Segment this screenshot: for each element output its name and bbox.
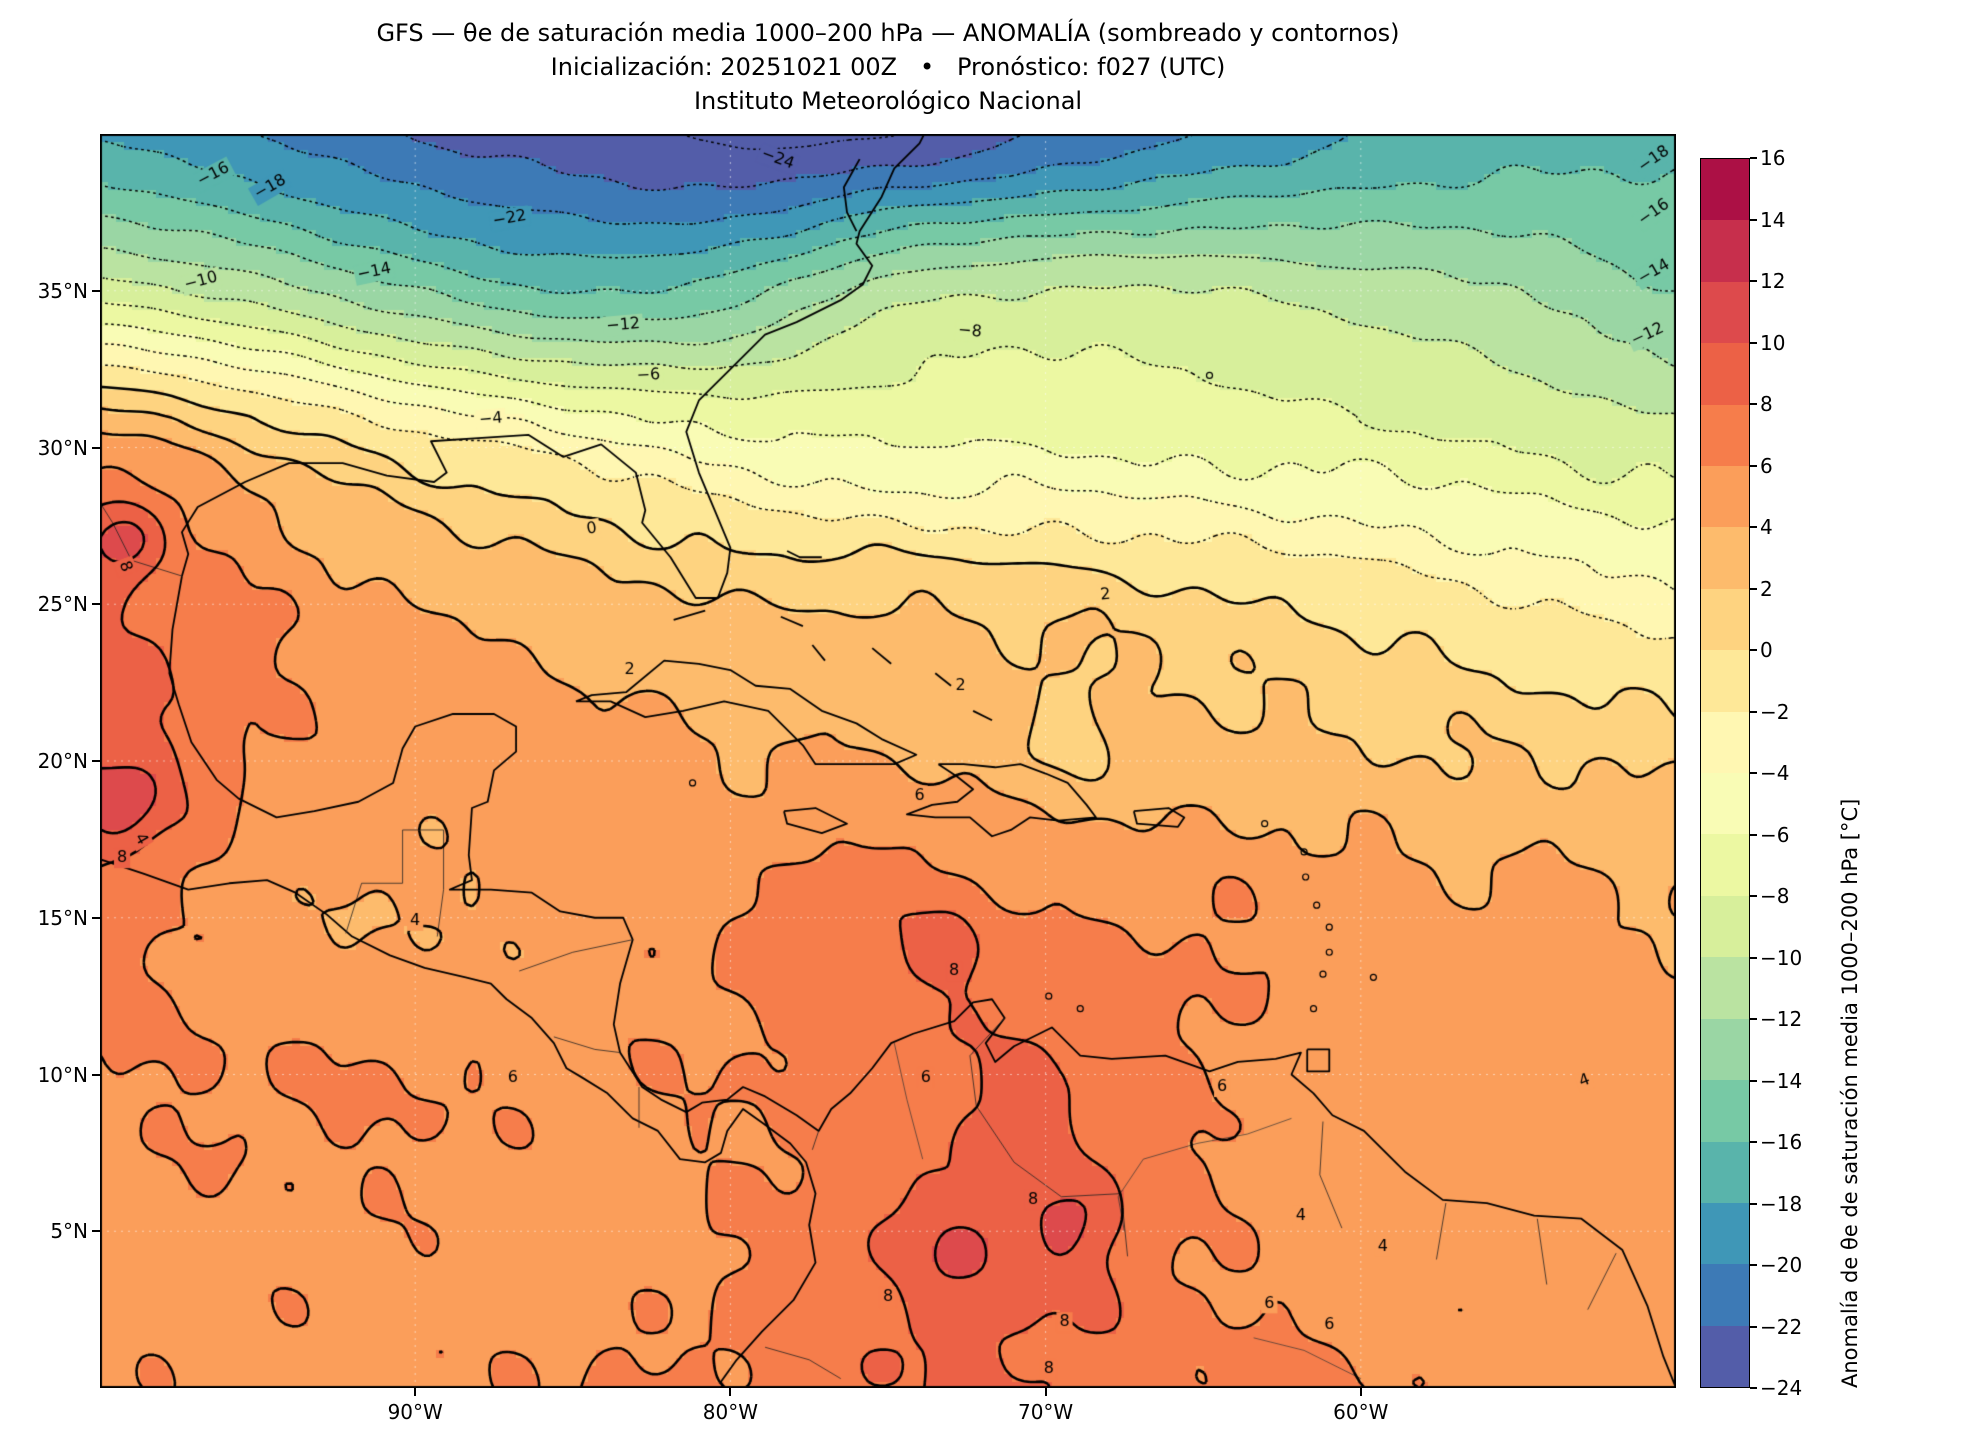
colorbar-tick-label: 12	[1760, 269, 1786, 293]
x-tick-mark	[729, 1388, 732, 1396]
colorbar-tick-label: 6	[1760, 453, 1773, 478]
colorbar-segment	[1701, 1325, 1749, 1388]
colorbar-tick-label: −10	[1760, 945, 1803, 970]
colorbar-segment	[1701, 404, 1749, 467]
colorbar-tick-label: 4	[1760, 515, 1773, 539]
y-tick-label: 25°N	[37, 592, 88, 617]
colorbar-tick-label: −2	[1760, 699, 1790, 724]
x-tick-mark	[1359, 1388, 1362, 1396]
y-tick-mark	[92, 760, 100, 762]
colorbar	[1700, 158, 1750, 1388]
colorbar-tick-mark	[1750, 157, 1757, 159]
colorbar-tick-label: −6	[1760, 822, 1790, 847]
y-tick-mark	[92, 1073, 100, 1076]
colorbar-tick-label: −18	[1760, 1191, 1803, 1216]
colorbar-tick-mark	[1750, 833, 1757, 836]
colorbar-tick-label: 0	[1760, 638, 1773, 662]
colorbar-tick-mark	[1750, 280, 1757, 282]
x-tick-mark	[1044, 1388, 1047, 1396]
colorbar-tick-mark	[1750, 218, 1757, 221]
colorbar-tick-label: 10	[1760, 330, 1786, 355]
colorbar-segment	[1701, 159, 1749, 221]
x-tick-label: 60°W	[1333, 1400, 1389, 1424]
y-tick-label: 30°N	[37, 435, 88, 460]
figure-titles: GFS — θe de saturación media 1000–200 hP…	[100, 16, 1676, 118]
colorbar-tick-mark	[1750, 1141, 1757, 1143]
y-tick-mark	[92, 446, 100, 449]
colorbar-tick-label: −24	[1760, 1376, 1803, 1400]
colorbar-tick-mark	[1750, 956, 1757, 959]
colorbar-tick-mark	[1750, 1018, 1757, 1020]
y-tick-mark	[92, 289, 100, 292]
colorbar-tick-mark	[1750, 341, 1757, 344]
y-tick-mark	[92, 1230, 100, 1233]
colorbar-segment	[1701, 957, 1749, 1019]
chart-institution: Instituto Meteorológico Nacional	[693, 87, 1083, 115]
colorbar-tick-label: −4	[1760, 761, 1790, 785]
colorbar-tick-label: 16	[1760, 146, 1786, 170]
colorbar-tick-mark	[1750, 464, 1757, 467]
colorbar-tick-mark	[1750, 1387, 1757, 1389]
colorbar-segment	[1701, 711, 1749, 774]
colorbar-segment	[1701, 895, 1749, 958]
colorbar-tick-mark	[1750, 526, 1757, 528]
colorbar-tick-mark	[1750, 895, 1757, 897]
colorbar-tick-label: −20	[1760, 1253, 1803, 1277]
colorbar-tick-label: −12	[1760, 1007, 1803, 1031]
colorbar-segment	[1701, 773, 1749, 835]
y-tick-label: 5°N	[50, 1219, 88, 1244]
colorbar-tick-mark	[1750, 403, 1757, 405]
y-tick-label: 10°N	[37, 1062, 88, 1087]
y-tick-label: 20°N	[37, 749, 88, 773]
colorbar-segment	[1701, 1141, 1749, 1203]
chart-subtitle: Inicialización: 20251021 00Z • Pronóstic…	[550, 53, 1226, 81]
chart-title: GFS — θe de saturación media 1000–200 hP…	[376, 19, 1400, 47]
colorbar-segment	[1701, 1080, 1749, 1142]
colorbar-tick-mark	[1750, 710, 1757, 713]
colorbar-tick-label: −16	[1760, 1130, 1803, 1154]
colorbar-tick-label: −14	[1760, 1068, 1803, 1093]
colorbar-segment	[1701, 466, 1749, 528]
colorbar-tick-label: 2	[1760, 576, 1773, 601]
colorbar-segment	[1701, 650, 1749, 712]
colorbar-segment	[1701, 1264, 1749, 1326]
colorbar-tick-mark	[1750, 1202, 1757, 1205]
colorbar-segment	[1701, 834, 1749, 896]
colorbar-tick-mark	[1750, 649, 1757, 651]
colorbar-segment	[1701, 281, 1749, 344]
colorbar-tick-mark	[1750, 772, 1757, 774]
colorbar-segment	[1701, 588, 1749, 651]
colorbar-tick-label: 14	[1760, 207, 1786, 232]
colorbar-tick-label: 8	[1760, 392, 1773, 416]
colorbar-tick-mark	[1750, 1325, 1757, 1328]
colorbar-segment	[1701, 1018, 1749, 1081]
y-tick-label: 35°N	[37, 278, 88, 303]
x-tick-label: 70°W	[1017, 1400, 1074, 1424]
colorbar-segment	[1701, 1202, 1749, 1265]
x-tick-mark	[414, 1388, 417, 1396]
y-tick-label: 15°N	[37, 905, 88, 930]
colorbar-tick-mark	[1750, 1264, 1757, 1266]
colorbar-tick-label: −8	[1760, 884, 1790, 908]
colorbar-tick-mark	[1750, 587, 1757, 590]
colorbar-segment	[1701, 343, 1749, 405]
colorbar-axis-label: Anomalía de θe de saturación media 1000–…	[1838, 798, 1862, 1388]
colorbar-tick-label: −22	[1760, 1314, 1803, 1339]
colorbar-tick-mark	[1750, 1079, 1757, 1082]
x-tick-label: 80°W	[702, 1400, 759, 1424]
colorbar-segment	[1701, 220, 1749, 282]
y-tick-mark	[92, 916, 100, 919]
y-tick-mark	[92, 603, 100, 606]
anomaly-map-canvas	[100, 134, 1676, 1388]
colorbar-segment	[1701, 527, 1749, 589]
x-tick-label: 90°W	[387, 1400, 443, 1424]
